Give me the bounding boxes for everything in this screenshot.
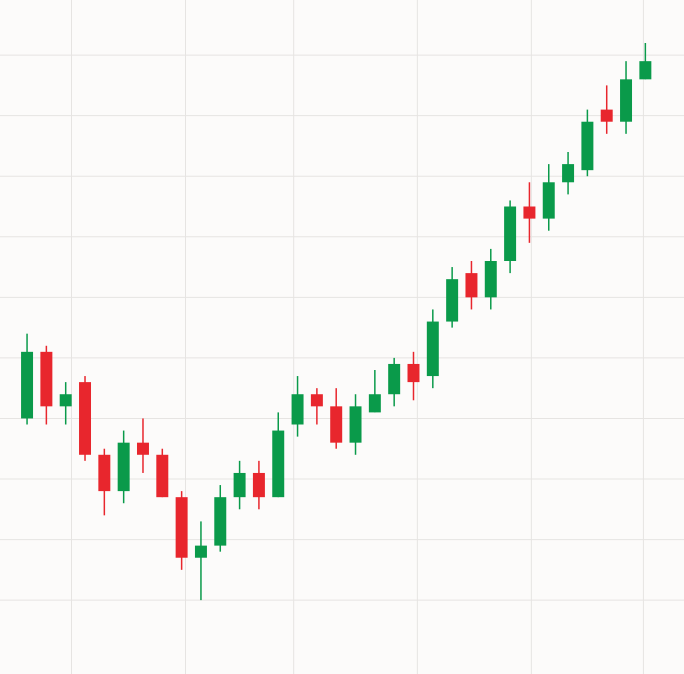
candle-body [136,442,149,455]
candle-body [368,394,381,413]
candle-body [388,363,401,395]
candle-body [117,442,130,492]
candle-body [252,472,265,498]
candle-body [194,545,207,558]
candle-body [523,206,536,219]
candle-body [233,472,246,498]
candle-body [272,430,285,498]
candle-body [330,406,343,443]
candle-body [98,454,111,492]
candle-body [310,394,323,407]
candle-body [465,273,478,298]
candle-body [542,182,555,219]
candle-body [291,394,304,425]
candle-body [214,497,227,546]
candle-body [349,406,362,443]
candle-body [21,351,34,419]
candle-body [40,351,53,407]
candle-body [600,109,613,122]
candle-body [581,121,594,171]
candle-body [504,206,517,262]
candle-body [562,164,575,183]
candle-body [79,382,92,455]
candle-body [175,497,188,558]
candle-body [620,79,633,122]
candle-body [639,61,652,80]
candle-body [426,321,439,377]
candle-body [484,261,497,298]
candle-body [59,394,72,407]
candle-body [407,363,420,383]
candle-body [156,454,169,498]
candle-body [446,279,459,322]
